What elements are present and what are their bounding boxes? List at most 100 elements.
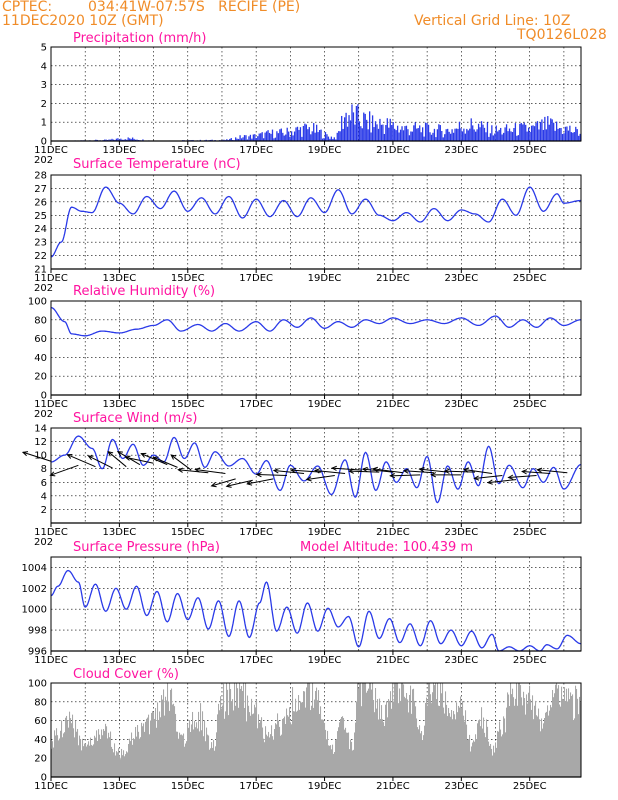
x-tick-label: 11DEC (34, 655, 68, 666)
precip-bar (321, 138, 324, 141)
precip-bar (288, 131, 290, 141)
cloud-bar (191, 724, 193, 777)
cloud-bar (163, 689, 165, 777)
cloud-bar (471, 746, 473, 777)
precip-bar (569, 125, 571, 141)
precip-bar (338, 131, 340, 141)
precip-bar (376, 124, 378, 141)
precip-bar (260, 133, 262, 141)
precip-bar (561, 134, 564, 141)
cloud-bar (428, 683, 430, 777)
precip-bar (124, 139, 126, 141)
cloud-bar (395, 683, 397, 777)
precip-bar (435, 137, 437, 141)
precip-bar (510, 131, 512, 141)
precip-bar (324, 131, 327, 141)
cloud-bar (278, 720, 280, 777)
wind-arrow-head (372, 466, 379, 472)
x-tick-label: 25DEC (513, 145, 547, 156)
precip-bar (520, 122, 522, 141)
cloud-bar (549, 710, 551, 777)
cloud-bar (522, 705, 524, 777)
cloud-bar (380, 718, 382, 777)
cloud-bar (221, 708, 223, 777)
precip-bar (352, 112, 355, 141)
precip-bar (333, 137, 335, 141)
cloud-bar (512, 688, 514, 777)
x-tick-label: 15DEC (171, 399, 205, 410)
cloud-bar (138, 731, 140, 777)
cloud-bar (229, 683, 231, 777)
precip-bar (528, 127, 530, 141)
precip-bar (488, 136, 490, 141)
cloud-bar (481, 707, 483, 777)
precip-bar (416, 128, 418, 141)
cloud-bar (90, 737, 92, 777)
cloud-bar (326, 739, 328, 777)
cloud-bar (245, 683, 247, 777)
cloud-bar (295, 698, 297, 777)
precip-bar (444, 134, 446, 141)
cloud-bar (357, 683, 359, 777)
cloud-bar (223, 683, 225, 777)
precip-bar (257, 136, 259, 141)
wind-arrow-head (210, 482, 217, 488)
cloud-bar (298, 695, 300, 777)
cloud-bar (473, 740, 475, 777)
cloud-bar (509, 705, 511, 777)
precip-bar (270, 133, 272, 141)
cloud-bar (320, 706, 322, 777)
cloud-bar (67, 720, 69, 777)
cloud-bar (78, 745, 80, 777)
cloud-bar (272, 736, 274, 777)
cloud-bar (515, 698, 517, 777)
precip-bar (502, 132, 505, 141)
cloud-bar (504, 718, 506, 777)
cloud-bar (474, 741, 476, 777)
wind-arrow-shaft (306, 475, 335, 480)
cloud-bar (482, 728, 484, 777)
precip-bar (411, 131, 413, 141)
cloud-bar (300, 701, 302, 777)
cloud-bar (222, 705, 224, 777)
cloud-bar (438, 705, 440, 777)
cloud-bar (331, 749, 333, 777)
cloud-bar (497, 731, 499, 777)
cloud-bar (492, 755, 494, 777)
cloud-bar (143, 723, 145, 777)
precip-bar (472, 125, 474, 141)
precip-bar (313, 123, 315, 141)
cloud-bar (116, 751, 118, 777)
y-tick-label: 80 (34, 315, 47, 326)
precip-bar (379, 118, 381, 141)
cloud-bar (346, 732, 348, 777)
cloud-bar (542, 728, 544, 777)
cloud-bar (185, 743, 187, 777)
cloud-bar (550, 704, 552, 777)
cloud-bar (485, 737, 487, 777)
cloud-bar (507, 692, 509, 777)
wind-arrow-head (507, 474, 514, 480)
precip-bar (396, 125, 399, 141)
cloud-bar (165, 696, 167, 777)
precip-bar (130, 138, 132, 141)
precip-bar (501, 134, 503, 141)
precip-bar (404, 126, 406, 141)
cloud-bar (188, 728, 190, 777)
cloud-bar (231, 701, 233, 777)
cloud-bar (131, 732, 133, 777)
precip-bar (547, 116, 549, 141)
wind-arrow-head (225, 482, 232, 488)
cloud-bar (309, 683, 311, 777)
cloud-bar (268, 731, 270, 777)
cloud-bar (467, 739, 469, 777)
precip-bar (486, 122, 489, 141)
cloud-bar (568, 688, 570, 777)
cloud-bar (89, 745, 91, 777)
x-tick-label: 13DEC (103, 781, 137, 792)
cloud-bar (365, 683, 367, 777)
cloud-bar (526, 694, 528, 777)
cloud-bar (319, 713, 321, 777)
cloud-bar (465, 710, 467, 777)
cloud-bar (276, 724, 278, 777)
